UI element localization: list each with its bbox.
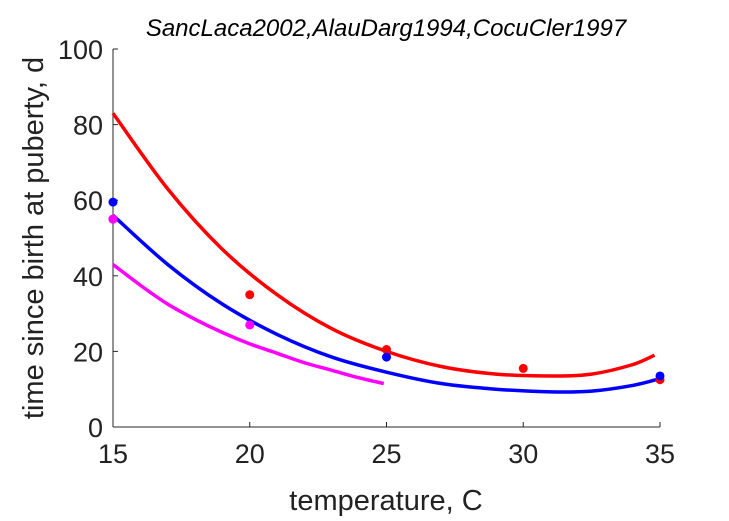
data-point (108, 197, 118, 207)
y-tick-label: 20 (73, 337, 103, 367)
y-tick-label: 80 (73, 111, 103, 141)
x-tick-label: 20 (235, 439, 265, 469)
x-tick-label: 30 (508, 439, 538, 469)
data-point (382, 345, 391, 355)
fit-curve (111, 112, 656, 378)
y-tick-label: 0 (88, 413, 103, 443)
data-point (245, 320, 255, 330)
data-point (518, 363, 528, 373)
y-tick-label: 60 (73, 186, 103, 216)
chart-title: SancLaca2002,AlauDarg1994,CocuCler1997 (146, 15, 628, 42)
fit-curves (111, 112, 661, 394)
fit-curve (111, 263, 385, 386)
data-point (245, 290, 255, 300)
fit-curve (111, 214, 661, 394)
x-tick-label: 35 (645, 439, 675, 469)
tick-group: 15 20 25 30 35 0 20 40 60 80 100 (58, 35, 675, 469)
data-point (655, 371, 665, 381)
x-tick-label: 15 (98, 439, 128, 469)
y-axis-label: time since birth at puberty, d (18, 57, 50, 419)
x-axis-label: temperature, C (289, 485, 482, 517)
x-tick-label: 25 (371, 439, 401, 469)
data-point (382, 352, 391, 362)
y-tick-label: 40 (73, 262, 103, 292)
y-tick-label: 100 (58, 35, 103, 65)
data-points (108, 197, 665, 385)
data-point (108, 214, 118, 224)
